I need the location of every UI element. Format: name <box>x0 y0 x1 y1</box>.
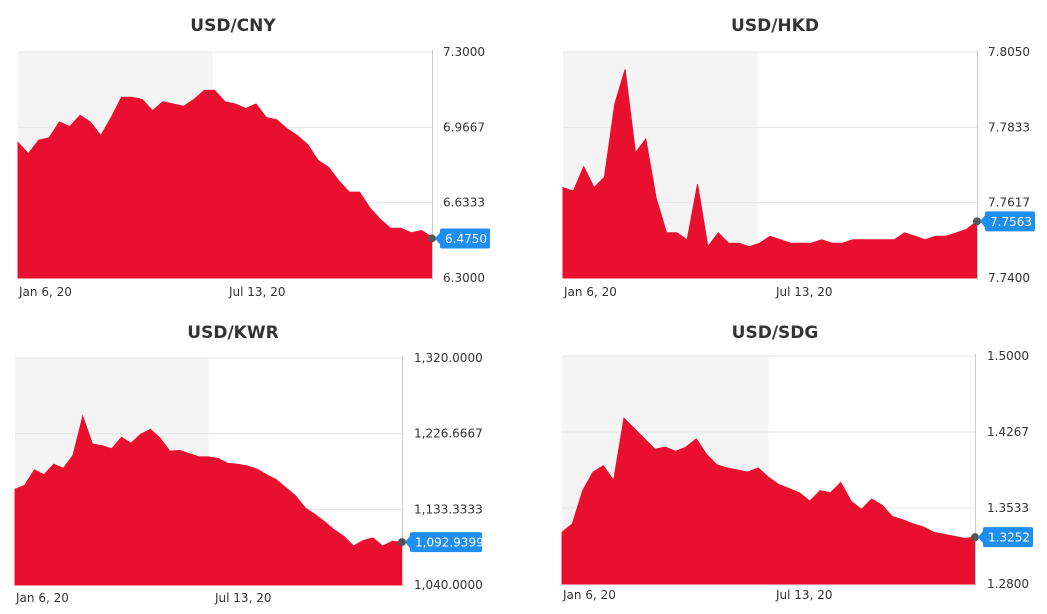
current-value-badge <box>410 532 482 553</box>
current-value-badge <box>983 527 1033 548</box>
y-tick-label: 1.3533 <box>987 501 1029 515</box>
current-value-badge <box>440 228 490 249</box>
chart-title: USD/HKD <box>731 16 819 36</box>
current-value-pointer <box>980 215 985 228</box>
x-tick-label: Jan 6, 20 <box>562 588 616 602</box>
area-series <box>562 69 978 279</box>
current-value-marker <box>398 538 406 547</box>
y-tick-label: 7.8050 <box>988 45 1030 59</box>
area-series <box>14 414 403 586</box>
y-tick-label: 1.5000 <box>987 349 1029 363</box>
y-tick-label: 1,320.0000 <box>414 351 483 365</box>
y-tick-label: 6.3000 <box>443 271 485 285</box>
y-tick-label: 6.9667 <box>443 120 485 134</box>
y-tick-label: 1,040.0000 <box>414 578 483 592</box>
area-series <box>17 89 433 279</box>
x-tick-label: Jan 6, 20 <box>18 285 72 299</box>
y-tick-label: 6.6333 <box>443 196 485 210</box>
current-value-badge <box>985 211 1035 232</box>
chart-title: USD/SDG <box>731 323 819 343</box>
current-value-marker <box>971 533 979 542</box>
current-value-label: 6.4750 <box>445 232 487 246</box>
chart-title: USD/KWR <box>187 323 279 343</box>
y-tick-label: 1.2800 <box>987 577 1029 591</box>
current-value-label: 1.3252 <box>988 531 1030 545</box>
y-tick-label: 1,133.3333 <box>414 502 483 516</box>
y-tick-label: 7.3000 <box>443 45 485 59</box>
current-value-marker <box>973 217 981 226</box>
current-value-pointer <box>405 536 410 549</box>
y-tick-label: 7.7617 <box>988 196 1030 210</box>
current-value-marker <box>428 234 436 243</box>
x-tick-label: Jul 13, 20 <box>775 588 832 602</box>
chart-title: USD/CNY <box>190 16 276 36</box>
x-tick-label: Jan 6, 20 <box>563 285 617 299</box>
y-tick-label: 7.7833 <box>988 120 1030 134</box>
x-tick-label: Jan 6, 20 <box>15 591 69 605</box>
current-value-label: 1,092.9399 <box>415 536 484 550</box>
current-value-pointer <box>435 232 440 245</box>
y-tick-label: 1,226.6667 <box>414 427 483 441</box>
y-tick-label: 1.4267 <box>987 425 1029 439</box>
y-tick-label: 7.7400 <box>988 271 1030 285</box>
x-tick-label: Jul 13, 20 <box>228 285 285 299</box>
current-value-pointer <box>978 531 983 544</box>
x-tick-label: Jul 13, 20 <box>214 591 271 605</box>
area-series <box>561 417 976 585</box>
current-value-label: 7.7563 <box>990 215 1032 229</box>
x-tick-label: Jul 13, 20 <box>775 285 832 299</box>
